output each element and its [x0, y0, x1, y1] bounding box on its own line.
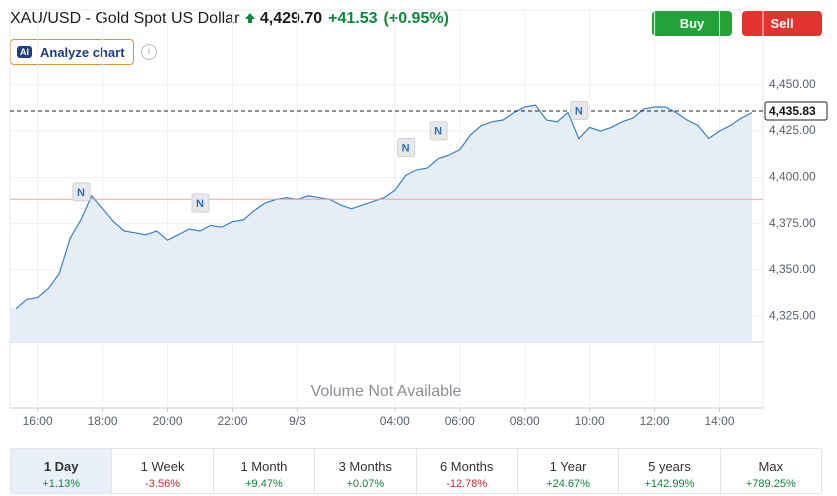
y-tick-label: 4,375.00	[769, 216, 816, 230]
title: XAU/USD - Gold Spot US Dollar	[10, 10, 240, 27]
volume-note: Volume Not Available	[311, 383, 462, 400]
news-marker-label: N	[77, 187, 85, 199]
period-label: 3 Months	[338, 459, 393, 474]
period-label: Max	[758, 459, 784, 474]
news-marker-label: N	[434, 126, 442, 138]
news-marker	[429, 121, 448, 141]
period-label: 1 Week	[140, 459, 185, 474]
period-change: +0.07%	[346, 478, 385, 490]
buy-button[interactable]: Buy	[652, 11, 732, 36]
x-tick-label: 04:00	[380, 414, 410, 428]
period-change: -3.56%	[145, 478, 180, 490]
period-tab[interactable]: 5 years +142.99%	[619, 449, 721, 493]
period-change: +24.67%	[546, 478, 590, 490]
x-tick-label: 16:00	[23, 414, 53, 428]
price: 4,429.70	[259, 10, 323, 27]
news-marker-label: N	[575, 105, 583, 117]
y-tick-label: 4,450.00	[769, 77, 816, 91]
header: XAU/USD - Gold Spot US Dollar 4,429.70 +4…	[10, 10, 449, 28]
x-tick-label: 18:00	[88, 414, 118, 428]
period-label: 1 Year	[549, 459, 587, 474]
period-tab[interactable]: 6 Months -12.78%	[417, 449, 518, 493]
y-tick-label: 4,325.00	[769, 308, 816, 322]
y-tick-label: 4,425.00	[769, 123, 816, 137]
analyze-label: Analyze chart	[40, 44, 125, 60]
period-label: 6 Months	[439, 459, 494, 474]
period-tab[interactable]: 1 Month +9.47%	[214, 449, 316, 493]
period-tab[interactable]: Max +789.25%	[721, 449, 821, 493]
area-edge	[10, 308, 16, 342]
period-change: +1.13%	[42, 478, 80, 490]
current-price-box	[764, 101, 828, 121]
area	[16, 105, 752, 342]
period-tab[interactable]: 1 Day +1.13%	[11, 449, 113, 493]
news-marker-label: N	[402, 142, 410, 154]
y-tick-label: 4,350.00	[769, 262, 816, 276]
period-change: +789.25%	[745, 478, 796, 490]
x-tick-label: 12:00	[640, 414, 670, 428]
news-marker	[72, 182, 91, 202]
y-tick-label: 4,400.00	[769, 169, 816, 183]
info-icon[interactable]: i	[141, 44, 157, 60]
x-tick-label: 20:00	[153, 414, 183, 428]
x-tick-label: 08:00	[510, 414, 540, 428]
period-change: +142.99%	[644, 478, 695, 490]
period-change: +9.47%	[245, 478, 283, 490]
news-marker-label: N	[196, 198, 204, 210]
period-tab[interactable]: 1 Week -3.56%	[112, 449, 214, 493]
price-line	[15, 104, 753, 310]
x-tick-label: 06:00	[445, 414, 475, 428]
news-marker	[570, 100, 589, 120]
sell-button[interactable]: Sell	[742, 11, 822, 36]
x-tick-label: 22:00	[217, 414, 247, 428]
news-marker	[397, 137, 416, 157]
period-label: 1 Month	[240, 459, 288, 474]
x-tick-label: 10:00	[575, 414, 605, 428]
chart: 16:00 18:00 20:00 22:00 9/3 04:00 06:00 08:00 10…	[9, 9, 828, 428]
period-tabs: 1 Day +1.13% 1 Week -3.56% 1 Month +9.47% 3 Mo…	[10, 448, 822, 494]
ai-badge: AI	[17, 46, 32, 58]
x-tick-label: 9/3	[289, 414, 306, 428]
current-price-label: 4,435.83	[769, 104, 816, 118]
x-tick-label: 14:00	[705, 414, 735, 428]
change-pct: (+0.95%)	[383, 10, 449, 27]
news-marker	[191, 193, 210, 213]
period-label: 1 Day	[43, 459, 79, 474]
up-arrow	[244, 13, 255, 23]
change: +41.53	[328, 10, 378, 27]
period-change: -12.78%	[446, 478, 488, 490]
period-label: 5 years	[648, 459, 691, 474]
period-tab[interactable]: 1 Year +24.67%	[518, 449, 620, 493]
period-tab[interactable]: 3 Months +0.07%	[315, 449, 417, 493]
